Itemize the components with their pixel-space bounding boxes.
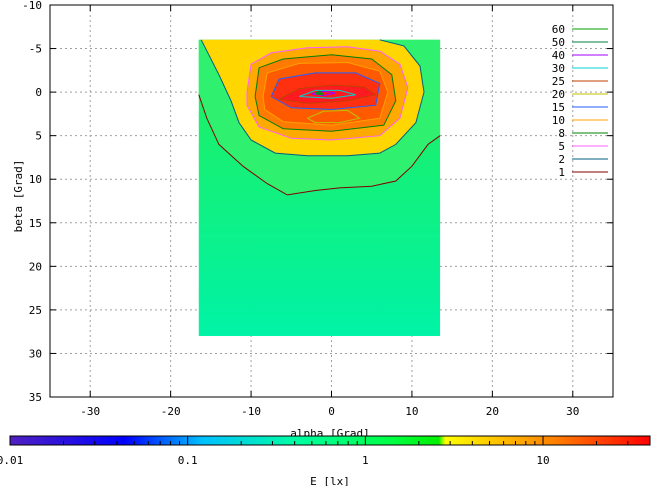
y-tick-label: 0 — [35, 86, 42, 99]
contour-line-8 — [254, 54, 397, 132]
x-tick-label: -20 — [161, 405, 181, 418]
y-tick-label: 20 — [29, 260, 42, 273]
contour-line-15 — [270, 72, 381, 111]
colorbar-label: E [lx] — [310, 475, 350, 486]
y-tick-label: 5 — [35, 130, 42, 143]
y-tick-label: 15 — [29, 217, 42, 230]
legend-label: 15 — [552, 101, 565, 114]
y-axis-label: beta [Grad] — [12, 160, 25, 233]
contour-line-5 — [246, 46, 409, 141]
x-tick-label: -10 — [241, 405, 261, 418]
legend-label: 50 — [552, 36, 565, 49]
legend-label: 20 — [552, 88, 565, 101]
colorbar-tick-label: 0.1 — [178, 454, 198, 467]
x-tick-label: 30 — [566, 405, 579, 418]
contour-line-40 — [311, 90, 336, 97]
contour-line-25 — [278, 84, 377, 104]
legend-label: 5 — [558, 140, 565, 153]
contour-line-1 — [198, 94, 441, 196]
x-tick-label: 10 — [405, 405, 418, 418]
legend-label: 8 — [558, 127, 565, 140]
colorbar-tick-label: 0.01 — [0, 454, 23, 467]
legend-label: 60 — [552, 23, 565, 36]
x-tick-label: -30 — [80, 405, 100, 418]
contour-line-50 — [315, 90, 324, 95]
x-tick-label: 0 — [328, 405, 335, 418]
y-tick-label: 25 — [29, 304, 42, 317]
y-tick-label: 30 — [29, 347, 42, 360]
contour-lines — [198, 39, 441, 196]
y-tick-label: 10 — [29, 173, 42, 186]
legend-label: 10 — [552, 114, 565, 127]
legend-label: 40 — [552, 49, 565, 62]
colorbar — [9, 435, 651, 446]
legend-label: 2 — [558, 153, 565, 166]
colorbar-tick-label: 10 — [536, 454, 549, 467]
legend-label: 30 — [552, 62, 565, 75]
contour-line-20 — [307, 109, 361, 124]
y-tick-label: -5 — [29, 43, 42, 56]
legend-label: 1 — [558, 166, 565, 179]
y-tick-label: -10 — [22, 0, 42, 12]
colorbar-tick-label: 1 — [362, 454, 369, 467]
x-axis-ticks: -30 -20 -10 0 10 20 30 — [80, 5, 579, 418]
contour-line-30 — [299, 89, 356, 99]
contour-line-2 — [200, 39, 425, 157]
x-tick-label: 20 — [486, 405, 499, 418]
contour-line-10 — [262, 61, 389, 126]
contour-line-60 — [315, 91, 324, 96]
colorbar-ticks: 0.01 0.1 1 10 — [0, 436, 651, 467]
y-tick-label: 35 — [29, 391, 42, 404]
legend-label: 25 — [552, 75, 565, 88]
